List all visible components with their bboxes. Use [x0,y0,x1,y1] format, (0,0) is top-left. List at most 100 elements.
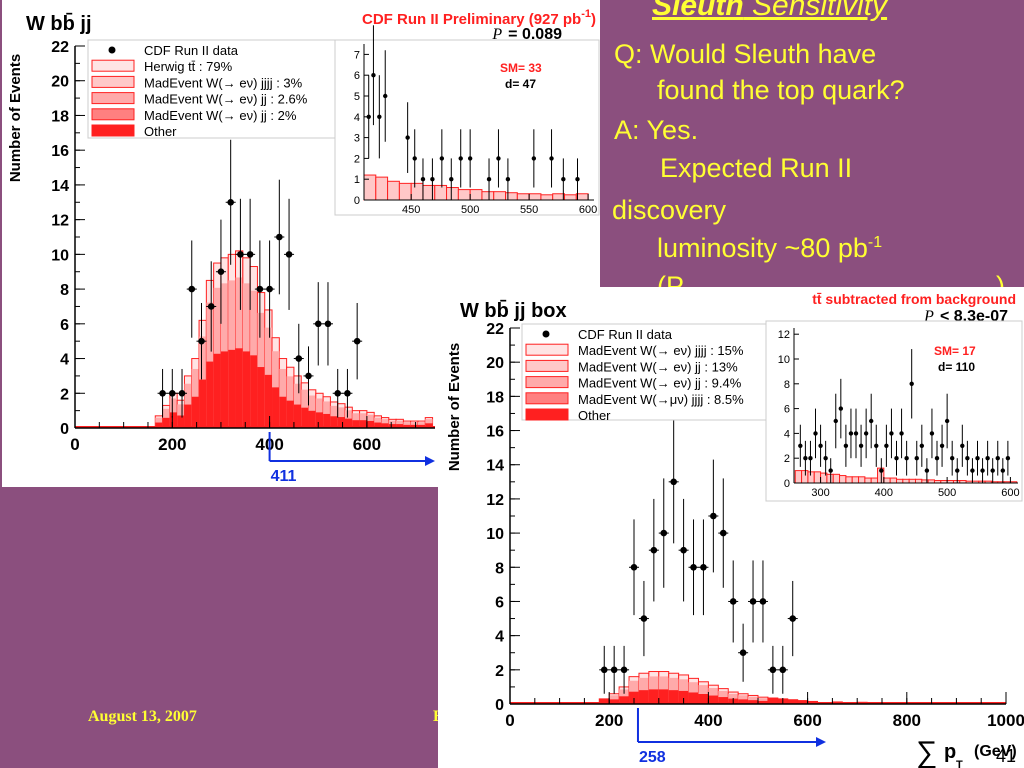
plot-panel-2: 0 2 4 6 8 10 12 14 16 18 20 22 0 200 400 600 800 1000 Numb… [438,287,1024,768]
inset-data-point [505,177,511,182]
inset-data-point [863,431,869,436]
inset-data-point [798,443,803,448]
data-point [246,251,254,258]
answer-line-4: luminosity ~80 pb-1 [657,232,882,264]
legend-label: MadEvent W(→ eν) jj : 9.4% [578,376,742,391]
slide-title-bold: Sleuth [652,0,744,22]
data-point [353,337,361,345]
inset-data-point [371,73,376,78]
inset-mc-bin [481,191,495,201]
inset-data-point [449,177,454,182]
data-point [680,546,687,554]
inset-data-point [838,406,844,411]
inset-data-point [980,468,985,473]
data-point [660,529,668,537]
legend-label: CDF Run II data [578,327,673,342]
inset-y-tick-label: 5 [354,91,360,103]
data-point [700,563,707,571]
inset-data-point [383,93,388,99]
inset-data-point [412,156,417,161]
mc-bin-other [228,349,236,428]
header-tail: ) [591,11,596,28]
mc-bin-other [323,413,331,428]
y-tick-label: 4 [60,352,69,369]
inset-d-label: d= 110 [938,360,975,374]
y-tick-label: 18 [486,389,504,406]
inset-data-point [944,418,950,424]
inset-mc-bin [813,471,822,484]
inset-x-tick-label: 400 [875,487,893,499]
inset-y-tick-label: 6 [784,404,790,416]
data-point [276,233,283,241]
mc-bin-other [658,689,669,704]
x-unit: (GeV) [974,743,1017,760]
inset-y-tick-label: 3 [354,133,360,145]
p-value: P = 0.089 [491,26,562,43]
mc-bin-other [301,407,309,428]
inset-data-point [848,431,854,436]
threshold-value: 258 [639,749,666,766]
inset-data-point [995,456,1000,461]
inset-mc-bin [528,193,542,201]
mc-bin-other [250,355,258,428]
data-point [630,563,638,571]
legend-swatch-icon [91,108,135,121]
legend-swatch-icon [91,124,135,137]
x-tick-label: 0 [70,435,79,454]
inset-y-tick-label: 2 [784,453,790,465]
luminosity-exponent: -1 [867,234,883,251]
mc-bin-other [155,422,163,428]
inset-data-point [833,418,838,424]
x-tick-label: 400 [694,711,722,730]
header-superscript: -1 [581,8,591,20]
mc-bin-other [688,692,699,704]
data-point [207,303,215,310]
data-point [334,389,342,397]
inset-data-point [803,456,808,461]
y-tick-label: 8 [495,560,504,577]
mc-bin-other [609,699,620,704]
x-tick-label: 1000 [987,711,1024,730]
mc-bin-other [330,416,338,428]
legend-box [87,39,337,139]
mc-bin-other [169,412,178,428]
sum-symbol: ∑ [916,736,937,768]
inset-data-point [929,431,935,436]
legend-box [521,323,769,421]
inset-d-label: d= 47 [505,77,536,91]
data-point [285,251,293,258]
legend-label: Herwig tt̄ : 79% [144,59,233,74]
data-point [178,389,186,397]
mc-bin-other [286,400,294,428]
x-tick-label: 0 [505,711,514,730]
inset-mc-bin [540,194,554,201]
data-point [610,666,618,674]
mc-bin-other [220,351,229,428]
x-tick-label: 200 [158,435,186,454]
inset-data-point [405,135,410,140]
y-tick-label: 10 [486,526,504,543]
inset-data-point [377,114,382,120]
mc-bin-other [293,404,302,428]
y-tick-label: 22 [486,321,504,338]
data-point [159,389,166,397]
inset-data-point [808,456,813,461]
y-tick-label: 20 [51,74,69,91]
inset-mc-bin [839,475,847,484]
data-point [168,389,176,397]
mc-bin-other [235,348,243,428]
inset-mc-bin [807,471,815,484]
y-tick-label: 6 [60,317,69,334]
mc-bin-other [668,690,679,704]
inset-data-point [955,468,960,473]
mc-bin-other [359,420,367,428]
mc-bin-other [315,412,324,428]
inset-data-point [1005,456,1011,461]
legend-label: CDF Run II data [144,43,239,58]
inset-mc-bin [516,193,530,201]
legend-label: Other [578,408,611,423]
inset-data-point [575,177,580,182]
mc-bin-other [279,396,287,428]
data-point [198,337,205,345]
